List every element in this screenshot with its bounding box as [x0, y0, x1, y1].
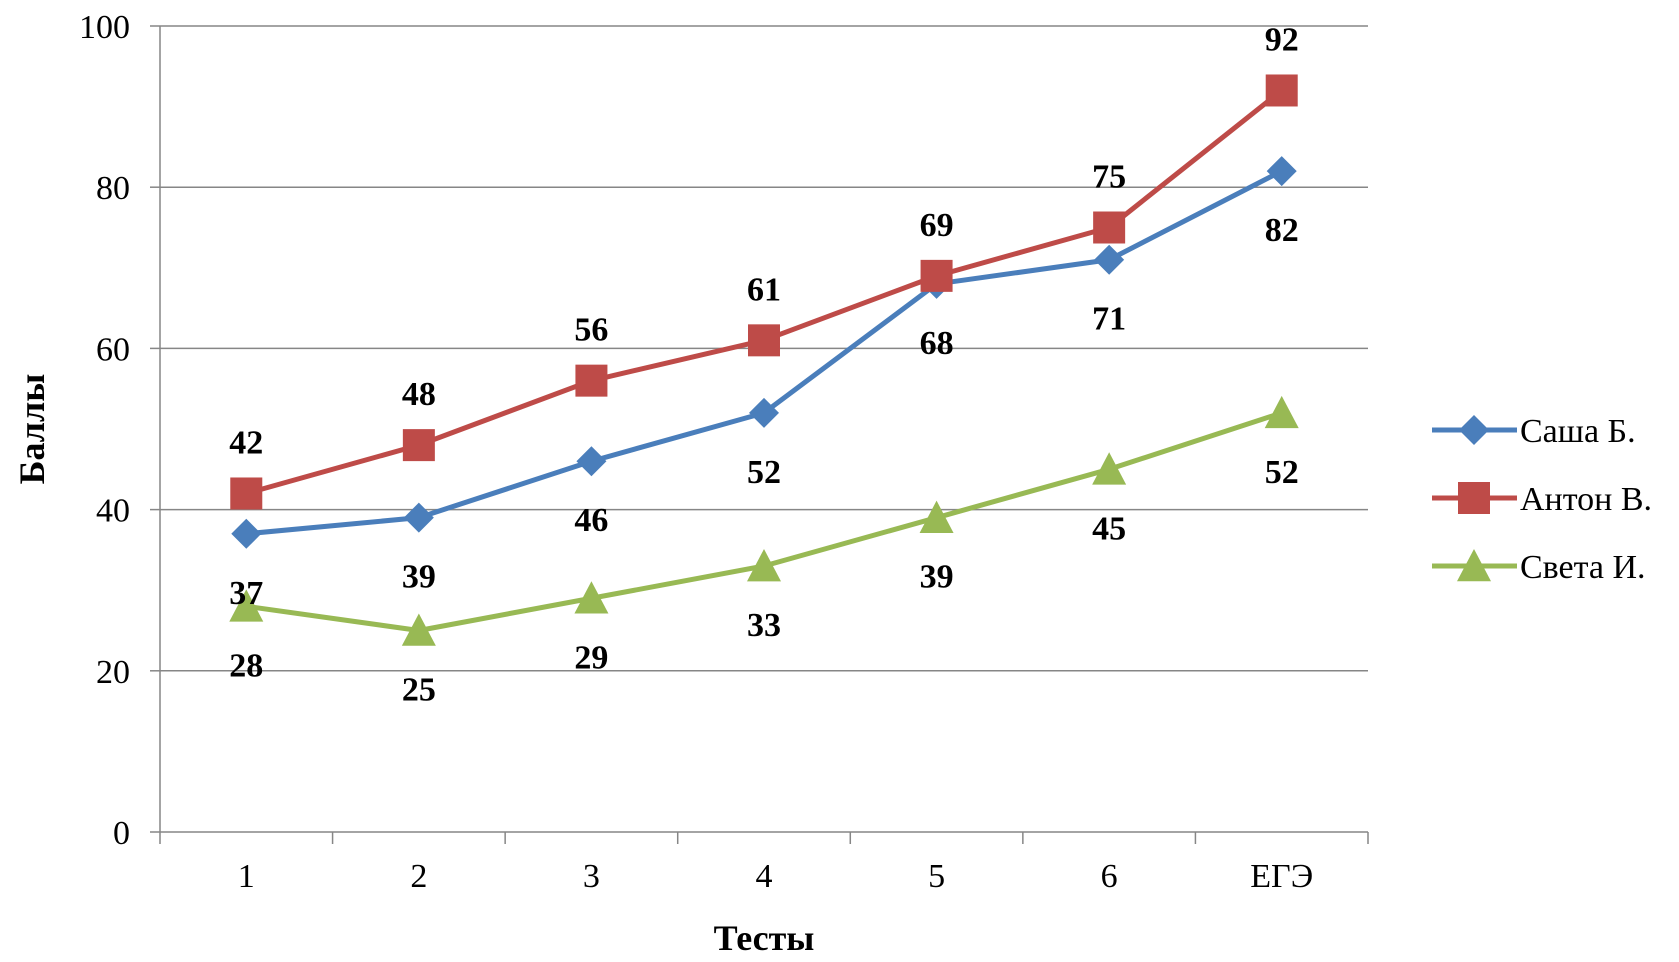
x-tick-label: 2 — [410, 858, 427, 895]
x-tick-label: ЕГЭ — [1250, 858, 1313, 895]
data-label: 61 — [747, 271, 781, 308]
data-point — [920, 259, 953, 292]
data-point — [403, 502, 434, 533]
y-tick-label: 100 — [79, 9, 130, 46]
data-point — [574, 581, 609, 614]
data-label: 25 — [402, 672, 436, 709]
legend-entry-label: Саша Б. — [1520, 413, 1636, 450]
x-tick-label: 3 — [583, 858, 600, 895]
data-label: 46 — [574, 502, 608, 539]
data-point — [229, 589, 264, 622]
legend-marker — [1458, 482, 1490, 514]
y-tick-label: 0 — [113, 815, 130, 852]
data-label: 48 — [402, 376, 436, 413]
data-label: 39 — [402, 559, 436, 596]
data-point — [919, 500, 954, 533]
x-axis-title: Тесты — [714, 918, 815, 957]
x-tick-label: 5 — [928, 858, 945, 895]
data-point — [576, 446, 607, 477]
data-point — [749, 397, 779, 428]
data-point — [1092, 452, 1127, 485]
legend-marker — [1459, 415, 1489, 445]
data-label: 52 — [1265, 454, 1299, 491]
data-point — [402, 429, 435, 462]
data-point — [575, 364, 608, 397]
data-point — [1266, 156, 1297, 187]
data-point — [1265, 74, 1298, 107]
x-tick-label: 4 — [756, 858, 773, 895]
data-point — [231, 518, 262, 549]
legend: Саша Б. Антон В. Света И. — [1432, 413, 1652, 586]
data-label: 92 — [1265, 21, 1299, 58]
legend-entry-label: Антон В. — [1520, 481, 1652, 518]
data-label: 52 — [747, 454, 781, 491]
data-label: 69 — [920, 207, 954, 244]
data-label: 71 — [1092, 301, 1126, 338]
data-labels: 37 39 46 52 68 71 82 42 48 56 61 69 75 92 28 25 29 33 39 45… — [229, 21, 1298, 708]
data-label: 37 — [229, 575, 263, 612]
series-lines — [229, 74, 1299, 646]
data-point — [230, 477, 263, 510]
data-label: 56 — [574, 312, 608, 349]
data-label: 39 — [920, 559, 954, 596]
data-label: 42 — [229, 424, 263, 461]
data-point — [1093, 211, 1126, 244]
data-point — [401, 613, 436, 646]
data-label: 75 — [1092, 159, 1126, 196]
data-point — [747, 549, 781, 582]
legend-marker — [1457, 549, 1491, 582]
y-tick-label: 20 — [96, 654, 130, 691]
legend-entry-label: Света И. — [1520, 549, 1646, 586]
y-axis-title: Баллы — [12, 374, 52, 485]
data-label: 28 — [229, 647, 263, 684]
x-tick-label: 1 — [238, 858, 255, 895]
data-point — [1094, 244, 1125, 275]
y-tick-label: 60 — [96, 331, 130, 368]
data-label: 33 — [747, 607, 781, 644]
data-label: 68 — [920, 325, 954, 362]
data-point — [1264, 395, 1299, 429]
y-tick-label: 40 — [96, 493, 130, 530]
y-tick-label: 80 — [96, 170, 130, 207]
x-tick-label: 6 — [1101, 858, 1118, 895]
data-point — [748, 324, 780, 357]
data-label: 45 — [1092, 510, 1126, 547]
data-label: 29 — [574, 639, 608, 676]
data-label: 82 — [1265, 212, 1299, 249]
